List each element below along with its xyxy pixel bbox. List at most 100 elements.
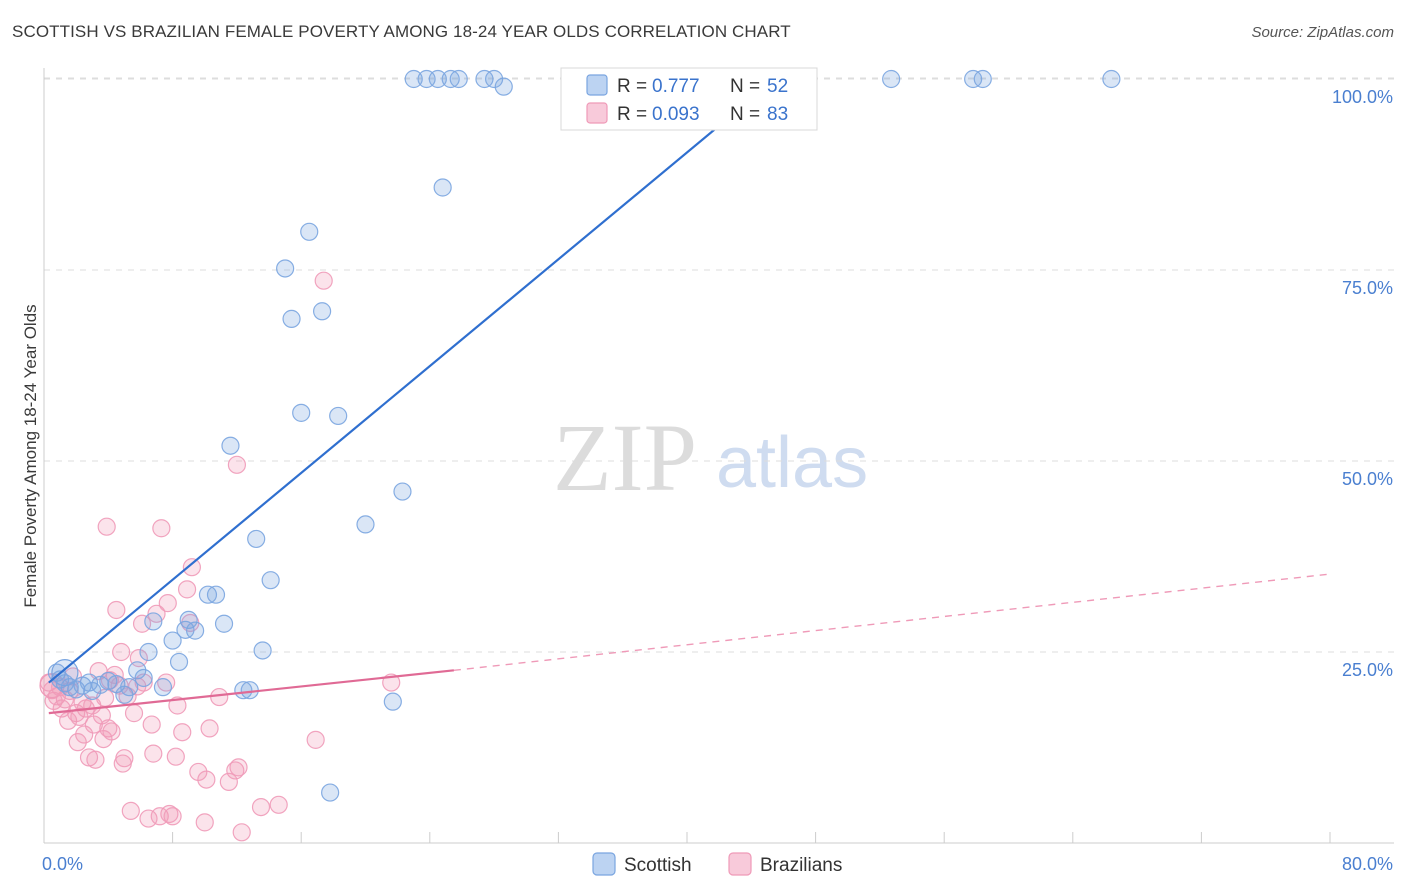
y-tick-label: 50.0% — [1342, 469, 1393, 489]
data-point — [221, 436, 240, 455]
data-point — [139, 809, 158, 828]
series-scottish — [47, 69, 1121, 802]
data-point — [234, 681, 253, 700]
data-point — [115, 749, 134, 768]
data-point — [134, 668, 153, 688]
data-point — [269, 795, 288, 814]
axes — [43, 68, 1394, 844]
data-point — [186, 621, 205, 640]
data-point — [144, 612, 163, 631]
data-point — [393, 482, 412, 501]
data-point — [282, 309, 301, 328]
data-point — [121, 801, 140, 821]
series-brazilians — [39, 271, 401, 842]
data-point — [176, 620, 195, 639]
data-point — [475, 69, 494, 89]
data-point — [428, 69, 447, 89]
data-point — [247, 529, 266, 549]
data-point — [177, 580, 197, 599]
data-point — [86, 750, 105, 769]
correlation-legend: R = 0.777 N = 52 R = 0.093 N = 83 — [560, 67, 818, 131]
source-credit: Source: ZipAtlas.com — [1251, 24, 1394, 41]
data-point — [882, 69, 901, 89]
data-point-cluster — [51, 659, 79, 687]
data-point — [356, 515, 375, 534]
y-tick-labels: 25.0% 50.0% 75.0% 100.0% — [1332, 87, 1393, 680]
data-point — [485, 69, 504, 89]
legend-r-value-scottish: 0.777 — [652, 76, 700, 97]
legend-n-value-scottish: 52 — [767, 76, 788, 97]
data-point — [383, 692, 402, 711]
data-point — [112, 642, 131, 662]
watermark-zip: ZIP — [553, 404, 697, 511]
bottom-legend-swatch-brazilians — [728, 852, 752, 876]
data-point — [152, 519, 171, 538]
data-point — [219, 772, 238, 791]
data-point — [200, 719, 219, 738]
x-tick-label-max: 80.0% — [1342, 854, 1393, 874]
legend-n-value-brazilians: 83 — [767, 104, 788, 125]
data-point — [312, 302, 332, 321]
data-point — [120, 678, 139, 697]
data-point — [124, 704, 144, 723]
watermark-atlas: atlas — [716, 423, 868, 503]
data-point — [158, 594, 177, 613]
gridlines — [44, 77, 1394, 653]
data-point — [232, 823, 251, 842]
trend-line-brazilians — [48, 669, 455, 715]
data-point — [292, 403, 311, 422]
data-point — [404, 69, 423, 89]
data-point — [1102, 69, 1121, 89]
y-tick-label: 25.0% — [1342, 660, 1393, 680]
data-point — [132, 614, 152, 633]
data-point — [163, 631, 182, 650]
data-point — [153, 678, 173, 697]
data-point — [206, 585, 226, 604]
chart-title: SCOTTISH VS BRAZILIAN FEMALE POVERTY AMO… — [12, 22, 791, 41]
legend-r-value-brazilians: 0.093 — [652, 104, 700, 125]
data-point — [433, 178, 452, 197]
x-tick-labels: 0.0% 80.0% — [42, 854, 1393, 874]
trend-lines — [48, 78, 1331, 715]
data-point — [160, 804, 179, 824]
data-point — [449, 69, 468, 89]
data-point — [251, 797, 271, 817]
data-point — [107, 600, 126, 620]
data-point — [179, 610, 198, 630]
y-tick-label: 75.0% — [1342, 278, 1393, 298]
data-point — [214, 614, 234, 633]
data-point — [68, 733, 87, 752]
bottom-legend-label-brazilians: Brazilians — [760, 855, 842, 876]
data-point — [973, 69, 992, 89]
trend-line-brazilians-extension — [453, 573, 1331, 672]
legend-swatch-scottish — [586, 74, 608, 96]
data-point — [102, 722, 121, 741]
y-axis-label: Female Poverty Among 18-24 Year Olds — [21, 304, 40, 607]
data-point — [182, 558, 201, 577]
legend-n-label-brazilians: N = — [730, 104, 760, 125]
data-point — [329, 406, 348, 426]
data-point — [227, 455, 246, 474]
data-point — [226, 761, 245, 780]
data-point — [964, 69, 983, 89]
data-point — [163, 807, 182, 826]
bottom-legend-label-scottish: Scottish — [624, 855, 692, 876]
x-tick-label-min: 0.0% — [42, 854, 83, 874]
trend-line-scottish — [48, 78, 777, 684]
watermark: ZIP atlas — [553, 404, 868, 511]
data-point — [276, 259, 295, 278]
legend-r-label-scottish: R = — [617, 76, 647, 97]
data-point — [97, 517, 116, 536]
data-point — [300, 222, 319, 241]
data-point — [168, 696, 187, 715]
data-point — [261, 571, 280, 590]
data-point — [75, 725, 94, 744]
data-point — [314, 271, 333, 290]
data-point — [142, 715, 161, 734]
data-point — [197, 770, 216, 789]
data-point — [229, 758, 248, 777]
data-point — [210, 687, 229, 707]
data-point — [169, 652, 189, 672]
data-point — [494, 77, 513, 96]
